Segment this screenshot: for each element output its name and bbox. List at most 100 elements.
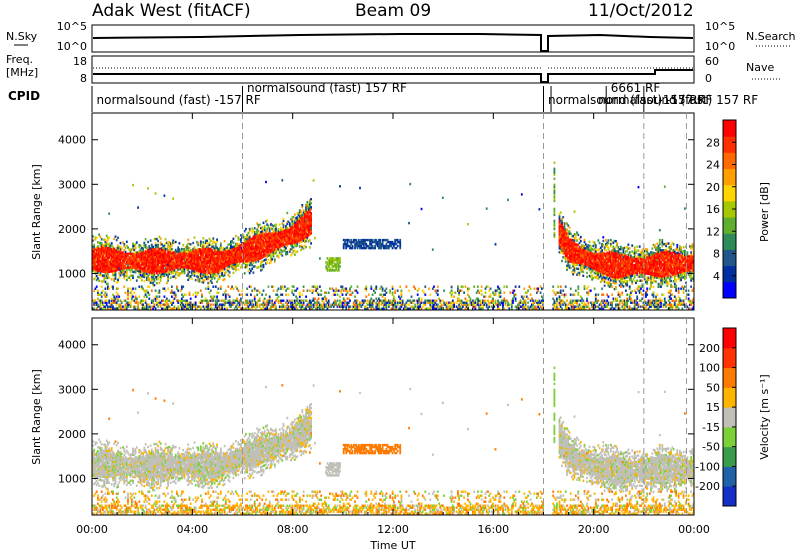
power-cell: [98, 280, 100, 282]
power-cell: [495, 243, 497, 245]
power-cell: [164, 245, 166, 247]
power-cell: [216, 275, 218, 277]
power-cell: [96, 237, 98, 239]
power-cell: [138, 286, 140, 288]
power-cell: [246, 294, 248, 296]
power-cell: [238, 269, 240, 271]
power-cell: [386, 292, 388, 294]
power-cell: [429, 294, 431, 296]
power-cell: [182, 286, 184, 288]
power-cell: [106, 294, 108, 296]
power-cell: [582, 275, 584, 277]
power-cell: [177, 290, 179, 292]
power-cell: [209, 242, 211, 244]
power-cell: [108, 213, 110, 215]
power-cell: [210, 304, 212, 306]
power-cell: [118, 296, 120, 298]
power-cell: [108, 300, 110, 302]
power-cell: [275, 306, 277, 308]
power-cell: [467, 300, 469, 302]
power-cell: [209, 282, 211, 284]
search-tick-top: 10^5: [705, 20, 735, 33]
power-cell: [608, 302, 610, 304]
power-cell: [182, 244, 184, 246]
power-cell: [212, 237, 214, 239]
sky-noise-line: [93, 34, 693, 51]
power-cell: [250, 286, 252, 288]
power-cell: [513, 290, 515, 292]
power-cell: [138, 296, 140, 298]
power-cell: [118, 276, 120, 278]
power-cell: [136, 279, 138, 281]
power-cell: [453, 302, 455, 304]
power-cell: [250, 270, 252, 272]
power-cell: [584, 239, 586, 241]
power-cell: [589, 241, 591, 243]
power-cell: [421, 298, 423, 300]
power-cell: [157, 274, 159, 276]
power-cell: [521, 193, 523, 195]
power-cell: [556, 298, 558, 300]
power-cell: [595, 294, 597, 296]
power-cell: [586, 276, 588, 278]
power-cell: [375, 286, 377, 288]
power-cell: [238, 265, 240, 267]
power-cell: [293, 286, 295, 288]
power-cell: [266, 219, 268, 221]
power-cell: [165, 290, 167, 292]
power-cell: [510, 292, 512, 294]
power-cell: [116, 239, 118, 241]
freq-tick-bottom: 8: [80, 72, 87, 85]
power-cell: [259, 224, 261, 226]
power-cell: [296, 288, 298, 290]
power-cell: [190, 243, 192, 245]
power-cell: [590, 245, 592, 247]
power-cell: [159, 290, 161, 292]
power-cell: [254, 265, 256, 267]
nave-tick-bottom: 0: [705, 72, 712, 85]
power-cell: [120, 242, 122, 244]
power-cell: [560, 211, 562, 213]
power-cell: [195, 302, 197, 304]
power-cell: [552, 286, 554, 288]
power-cell: [374, 292, 376, 294]
power-cell: [310, 227, 312, 229]
power-cell: [244, 272, 246, 274]
power-cell: [301, 294, 303, 296]
power-cell: [281, 254, 283, 256]
power-cell: [126, 279, 128, 281]
power-cell: [418, 288, 420, 290]
cpid-entry: -157 RF: [658, 93, 704, 107]
power-cell: [148, 286, 150, 288]
power-cell: [275, 224, 277, 226]
power-cell: [539, 208, 541, 210]
power-cell: [411, 296, 413, 298]
power-cell: [290, 254, 292, 256]
power-cell: [451, 286, 453, 288]
power-cell: [159, 296, 161, 298]
power-cell: [397, 290, 399, 292]
power-cell: [150, 306, 152, 308]
power-cell: [525, 300, 527, 302]
power-cell: [597, 294, 599, 296]
power-cell: [186, 300, 188, 302]
power-cell: [352, 292, 354, 294]
power-cell: [133, 292, 135, 294]
power-cell: [117, 288, 119, 290]
power-cell: [490, 288, 492, 290]
power-cell: [443, 290, 445, 292]
power-cell: [313, 290, 315, 292]
power-cell: [200, 241, 202, 243]
power-cell: [310, 202, 312, 204]
power-cell: [283, 300, 285, 302]
power-cell: [97, 277, 99, 279]
power-cell: [274, 258, 276, 260]
power-cell: [357, 286, 359, 288]
power-cell: [339, 296, 341, 298]
power-cell: [200, 290, 202, 292]
power-cell: [296, 250, 298, 252]
power-cell: [586, 272, 588, 274]
power-cell: [146, 247, 148, 249]
power-cell: [318, 298, 320, 300]
power-cell: [145, 300, 147, 302]
